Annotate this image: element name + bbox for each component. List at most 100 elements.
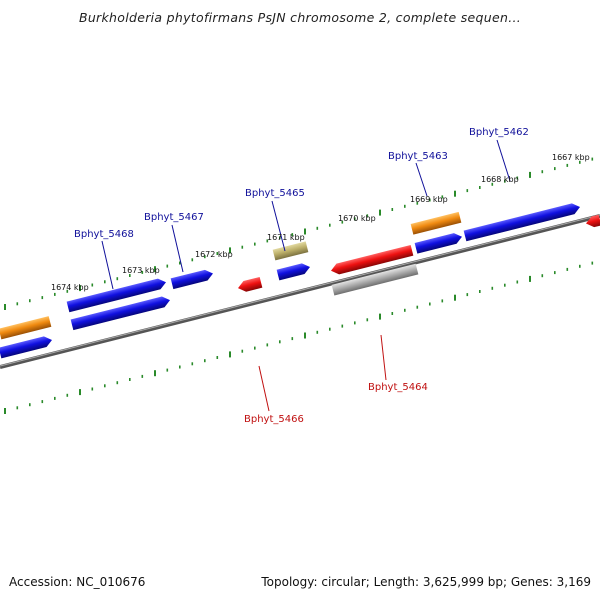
scale-dot: [416, 305, 419, 309]
scale-dot: [154, 266, 156, 273]
scale-dot: [354, 321, 356, 325]
gene-bphyt-5468[interactable]: [66, 277, 168, 313]
scale-label: 1673 kbp: [122, 266, 160, 275]
gene-arrow[interactable]: [272, 241, 309, 261]
gene-labels[interactable]: Bphyt_5468 Bphyt_5467 Bphyt_5465 Bphyt_5…: [74, 127, 529, 425]
gene-bphyt-5461[interactable]: [585, 214, 600, 229]
gene-bphyt-5463-a[interactable]: [410, 211, 462, 235]
scale-dot: [504, 179, 506, 183]
scale-dot: [104, 280, 106, 284]
gene-label-bphyt-5465[interactable]: Bphyt_5465: [245, 188, 305, 199]
gene-label-bphyt-5463[interactable]: Bphyt_5463: [388, 151, 448, 162]
gene-bphyt-5466[interactable]: [237, 276, 263, 293]
scale-dot: [4, 408, 6, 414]
gene-bphyt-5464[interactable]: [330, 244, 414, 276]
gene-label-bphyt-5467[interactable]: Bphyt_5467: [144, 212, 204, 223]
gene-arrow[interactable]: [70, 295, 172, 331]
gene-arrow[interactable]: [276, 262, 312, 281]
gene-bphyt-5469-b[interactable]: [0, 335, 53, 359]
scale-dot: [291, 337, 294, 341]
scale-label: 1674 kbp: [51, 283, 89, 292]
scale-dot: [66, 393, 69, 397]
scale-dot: [104, 384, 106, 388]
scale-dot: [154, 370, 156, 377]
gene-arrow[interactable]: [66, 277, 168, 313]
gene-arrow[interactable]: [170, 268, 215, 290]
scale-dot: [29, 299, 31, 303]
gene-bphyt-5468-b[interactable]: [70, 295, 172, 331]
scale-dot: [41, 400, 44, 404]
scale-dot: [304, 228, 306, 235]
scale-dot: [341, 220, 344, 224]
scale-dot: [116, 277, 119, 281]
gene-arrow[interactable]: [0, 316, 52, 340]
scale-dot: [204, 255, 206, 259]
scale-dot: [91, 387, 94, 391]
gene-features[interactable]: [0, 202, 600, 359]
gene-bphyt-5465[interactable]: [276, 262, 312, 281]
scale-dot: [191, 362, 194, 366]
scale-labels: 1674 kbp 1673 kbp 1672 kbp 1671 kbp 1670…: [51, 153, 590, 292]
scale-dot: [441, 195, 444, 199]
scale-dot: [191, 258, 194, 262]
scale-label: 1668 kbp: [481, 175, 519, 184]
scale-dot: [516, 176, 519, 180]
scale-dot: [466, 189, 469, 193]
gene-arrow[interactable]: [237, 276, 263, 293]
scale-dot: [541, 170, 544, 174]
gene-bphyt-5462[interactable]: [463, 202, 582, 242]
gene-bphyt-5463[interactable]: [414, 231, 464, 254]
scale-dot: [129, 274, 131, 277]
scale-dot: [366, 318, 369, 322]
gene-bphyt-5467[interactable]: [170, 268, 215, 290]
scale-dot: [254, 346, 256, 350]
scale-dot: [304, 332, 306, 339]
scale-dot: [379, 209, 381, 216]
gene-label-bphyt-5464[interactable]: Bphyt_5464: [368, 382, 428, 393]
topology-summary: Topology: circular; Length: 3,625,999 bp…: [261, 575, 591, 589]
gene-arrow[interactable]: [414, 231, 464, 254]
gene-bphyt-5469[interactable]: [0, 316, 52, 340]
scale-dot: [404, 308, 406, 312]
scale-dot: [166, 264, 169, 268]
scale-dot: [454, 190, 456, 197]
scale-dot: [91, 283, 94, 287]
gene-arrow[interactable]: [463, 202, 582, 242]
gene-arrow[interactable]: [0, 335, 53, 359]
gene-label-bphyt-5466[interactable]: Bphyt_5466: [244, 414, 304, 425]
scale-dots: [4, 157, 594, 414]
scale-label: 1669 kbp: [410, 195, 448, 204]
scale-dot: [279, 340, 281, 344]
scale-dot: [579, 264, 581, 268]
scale-dot: [541, 274, 544, 278]
scale-dot: [16, 406, 19, 410]
scale-dot: [316, 226, 319, 230]
gene-bphyt-5464-b[interactable]: [331, 263, 419, 296]
scale-dot: [579, 160, 581, 164]
map-title: Burkholderia phytofirmans PsJN chromosom…: [78, 10, 522, 25]
scale-dot: [341, 324, 344, 328]
gene-arrow[interactable]: [585, 214, 600, 229]
scale-dot: [29, 403, 31, 407]
scale-dot: [229, 247, 231, 254]
scale-dot: [179, 365, 181, 369]
scale-dot: [54, 396, 56, 400]
gene-arrow[interactable]: [410, 211, 462, 235]
gene-arrow[interactable]: [331, 263, 419, 296]
scale-label: 1672 kbp: [195, 250, 233, 259]
scale-dot: [279, 236, 281, 240]
scale-dot: [404, 204, 406, 208]
scale-dot: [266, 239, 269, 243]
scale-dot: [16, 302, 19, 306]
scale-dot: [529, 171, 531, 178]
gene-bphyt-5465-a[interactable]: [272, 241, 309, 261]
scale-dot: [129, 378, 131, 381]
gene-label-bphyt-5468[interactable]: Bphyt_5468: [74, 229, 134, 240]
accession-text: Accession: NC_010676: [9, 575, 146, 589]
scale-dot: [391, 208, 394, 211]
scale-dot: [504, 283, 506, 287]
gene-label-bphyt-5462[interactable]: Bphyt_5462: [469, 127, 529, 138]
gene-arrow[interactable]: [330, 244, 414, 276]
scale-dot: [566, 267, 569, 271]
